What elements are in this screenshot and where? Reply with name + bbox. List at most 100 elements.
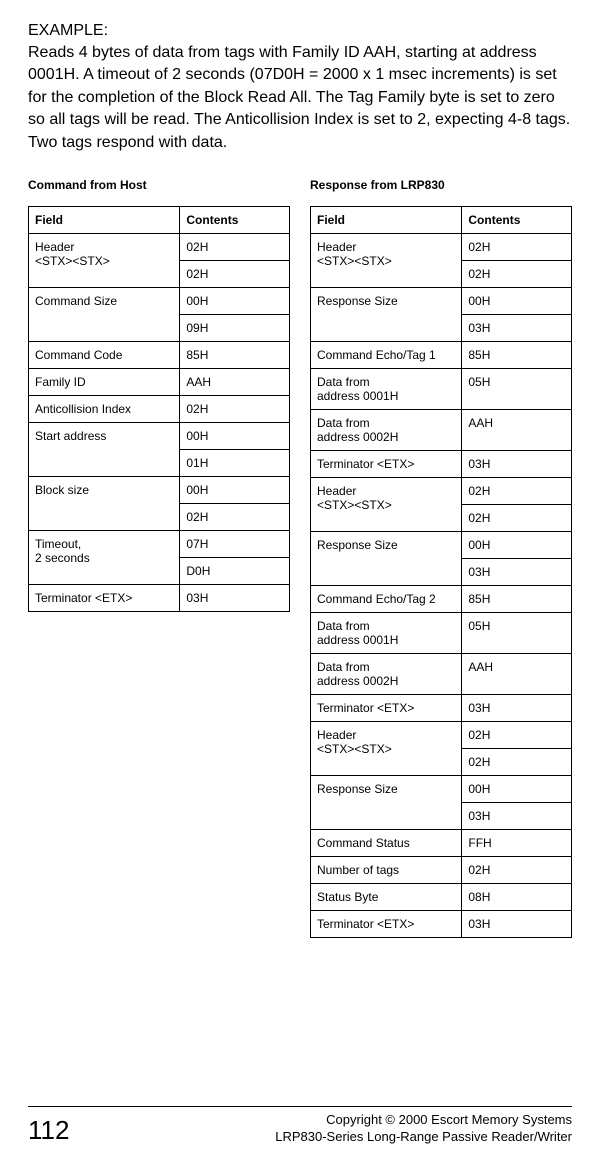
field-cell: Terminator <ETX> bbox=[29, 584, 180, 611]
table-row: Data from address 0002HAAH bbox=[311, 409, 572, 450]
table-row: Terminator <ETX>03H bbox=[311, 450, 572, 477]
contents-cell: 02H bbox=[462, 504, 572, 531]
contents-cell: 03H bbox=[462, 314, 572, 341]
field-cell: Header <STX><STX> bbox=[311, 233, 462, 287]
intro-paragraph: Reads 4 bytes of data from tags with Fam… bbox=[28, 42, 572, 154]
table-row: Data from address 0001H05H bbox=[311, 612, 572, 653]
footer-text: Copyright © 2000 Escort Memory Systems L… bbox=[275, 1111, 572, 1146]
field-cell: Response Size bbox=[311, 531, 462, 585]
contents-cell: 02H bbox=[180, 260, 290, 287]
table-row: Timeout, 2 seconds07H bbox=[29, 530, 290, 557]
table-row: Number of tags02H bbox=[311, 856, 572, 883]
field-cell: Terminator <ETX> bbox=[311, 694, 462, 721]
product-line: LRP830-Series Long-Range Passive Reader/… bbox=[275, 1128, 572, 1146]
table-row: Command Size00H bbox=[29, 287, 290, 314]
page-footer: 112 Copyright © 2000 Escort Memory Syste… bbox=[28, 1106, 572, 1146]
field-cell: Number of tags bbox=[311, 856, 462, 883]
contents-cell: 03H bbox=[180, 584, 290, 611]
table-row: Data from address 0002HAAH bbox=[311, 653, 572, 694]
contents-cell: 03H bbox=[462, 694, 572, 721]
table-row: Response Size00H bbox=[311, 287, 572, 314]
table-row: Command StatusFFH bbox=[311, 829, 572, 856]
contents-cell: 02H bbox=[180, 395, 290, 422]
table-header-field: Field bbox=[311, 206, 462, 233]
contents-cell: 85H bbox=[462, 341, 572, 368]
field-cell: Command Echo/Tag 1 bbox=[311, 341, 462, 368]
contents-cell: 05H bbox=[462, 368, 572, 409]
table-row: Status Byte08H bbox=[311, 883, 572, 910]
field-cell: Anticollision Index bbox=[29, 395, 180, 422]
table-row: Anticollision Index02H bbox=[29, 395, 290, 422]
contents-cell: 00H bbox=[180, 476, 290, 503]
command-table: Field Contents Header <STX><STX>02H02HCo… bbox=[28, 206, 290, 612]
response-table: Field Contents Header <STX><STX>02H02HRe… bbox=[310, 206, 572, 938]
command-host-title: Command from Host bbox=[28, 178, 290, 192]
contents-cell: 03H bbox=[462, 802, 572, 829]
table-row: Start address00H bbox=[29, 422, 290, 449]
table-row: Command Code85H bbox=[29, 341, 290, 368]
field-cell: Command Size bbox=[29, 287, 180, 341]
contents-cell: 00H bbox=[462, 775, 572, 802]
contents-cell: 85H bbox=[180, 341, 290, 368]
field-cell: Data from address 0002H bbox=[311, 653, 462, 694]
contents-cell: 08H bbox=[462, 883, 572, 910]
field-cell: Timeout, 2 seconds bbox=[29, 530, 180, 584]
contents-cell: 02H bbox=[462, 233, 572, 260]
field-cell: Status Byte bbox=[311, 883, 462, 910]
copyright-line: Copyright © 2000 Escort Memory Systems bbox=[275, 1111, 572, 1129]
field-cell: Data from address 0001H bbox=[311, 612, 462, 653]
contents-cell: 01H bbox=[180, 449, 290, 476]
example-label: EXAMPLE: bbox=[28, 22, 572, 40]
field-cell: Data from address 0001H bbox=[311, 368, 462, 409]
table-row: Response Size00H bbox=[311, 775, 572, 802]
contents-cell: FFH bbox=[462, 829, 572, 856]
contents-cell: 85H bbox=[462, 585, 572, 612]
right-column: Response from LRP830 Field Contents Head… bbox=[310, 178, 572, 938]
field-cell: Terminator <ETX> bbox=[311, 910, 462, 937]
contents-cell: 05H bbox=[462, 612, 572, 653]
contents-cell: AAH bbox=[180, 368, 290, 395]
contents-cell: 00H bbox=[180, 287, 290, 314]
table-row: Terminator <ETX>03H bbox=[311, 694, 572, 721]
table-row: Terminator <ETX>03H bbox=[29, 584, 290, 611]
contents-cell: 03H bbox=[462, 558, 572, 585]
table-row: Family IDAAH bbox=[29, 368, 290, 395]
contents-cell: 02H bbox=[462, 856, 572, 883]
table-row: Block size00H bbox=[29, 476, 290, 503]
contents-cell: 02H bbox=[180, 233, 290, 260]
field-cell: Response Size bbox=[311, 287, 462, 341]
table-header-field: Field bbox=[29, 206, 180, 233]
table-row: Header <STX><STX>02H bbox=[311, 721, 572, 748]
field-cell: Data from address 0002H bbox=[311, 409, 462, 450]
contents-cell: 02H bbox=[462, 260, 572, 287]
field-cell: Block size bbox=[29, 476, 180, 530]
table-row: Header <STX><STX>02H bbox=[29, 233, 290, 260]
contents-cell: AAH bbox=[462, 653, 572, 694]
response-title: Response from LRP830 bbox=[310, 178, 572, 192]
contents-cell: 02H bbox=[180, 503, 290, 530]
contents-cell: 00H bbox=[462, 287, 572, 314]
field-cell: Response Size bbox=[311, 775, 462, 829]
contents-cell: 00H bbox=[180, 422, 290, 449]
footer-divider bbox=[28, 1106, 572, 1107]
table-row: Command Echo/Tag 185H bbox=[311, 341, 572, 368]
table-row: Terminator <ETX>03H bbox=[311, 910, 572, 937]
contents-cell: 02H bbox=[462, 748, 572, 775]
table-row: Header <STX><STX>02H bbox=[311, 233, 572, 260]
field-cell: Header <STX><STX> bbox=[29, 233, 180, 287]
tables-wrapper: Command from Host Field Contents Header … bbox=[28, 178, 572, 938]
contents-cell: 03H bbox=[462, 910, 572, 937]
field-cell: Command Status bbox=[311, 829, 462, 856]
contents-cell: 02H bbox=[462, 721, 572, 748]
contents-cell: 03H bbox=[462, 450, 572, 477]
contents-cell: 07H bbox=[180, 530, 290, 557]
table-row: Command Echo/Tag 285H bbox=[311, 585, 572, 612]
field-cell: Command Echo/Tag 2 bbox=[311, 585, 462, 612]
field-cell: Terminator <ETX> bbox=[311, 450, 462, 477]
left-column: Command from Host Field Contents Header … bbox=[28, 178, 290, 612]
field-cell: Command Code bbox=[29, 341, 180, 368]
page-number: 112 bbox=[28, 1115, 69, 1146]
field-cell: Header <STX><STX> bbox=[311, 721, 462, 775]
table-row: Data from address 0001H05H bbox=[311, 368, 572, 409]
table-header-contents: Contents bbox=[462, 206, 572, 233]
